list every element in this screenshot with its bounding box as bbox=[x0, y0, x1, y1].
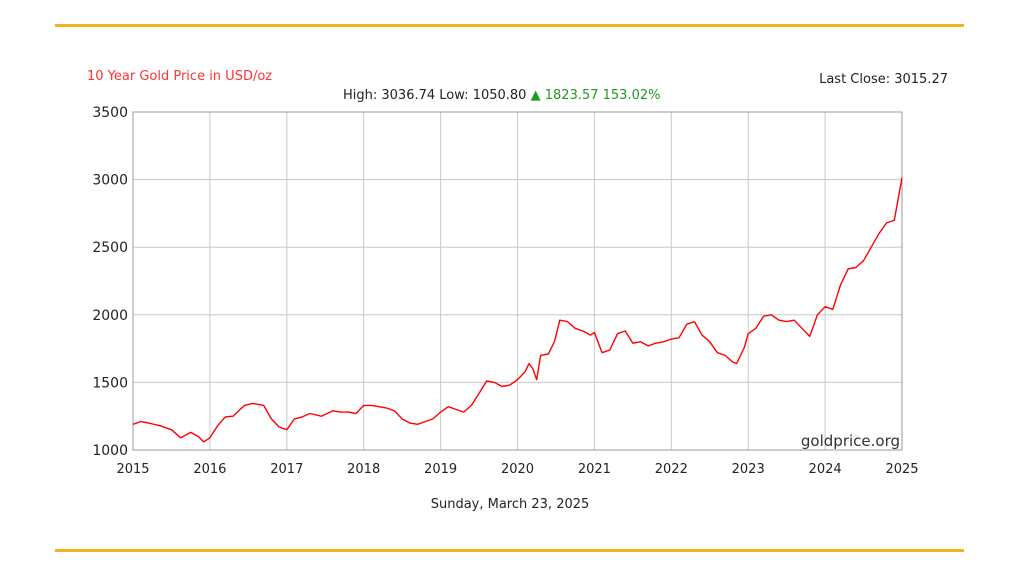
x-tick-label: 2022 bbox=[655, 462, 688, 477]
x-tick-label: 2020 bbox=[501, 462, 534, 477]
change-up-icon: ▲ bbox=[530, 88, 541, 103]
x-tick-label: 2023 bbox=[732, 462, 765, 477]
x-tick-label: 2024 bbox=[809, 462, 842, 477]
y-tick-label: 3500 bbox=[92, 105, 128, 121]
watermark-label: goldprice.org bbox=[801, 432, 900, 450]
y-tick-label: 2500 bbox=[92, 240, 128, 256]
low-label: Low: 1050.80 bbox=[439, 88, 527, 103]
gold-price-line bbox=[132, 177, 903, 443]
y-tick-label: 3000 bbox=[92, 173, 128, 189]
top-accent-rule bbox=[55, 24, 964, 27]
y-tick-label: 1500 bbox=[92, 375, 128, 391]
x-tick-label: 2018 bbox=[347, 462, 380, 477]
high-label: High: 3036.74 bbox=[343, 88, 436, 103]
chart-date: Sunday, March 23, 2025 bbox=[430, 497, 590, 512]
change-value: 1823.57 153.02% bbox=[544, 88, 661, 103]
y-tick-label: 1000 bbox=[92, 443, 128, 459]
x-tick-label: 2021 bbox=[578, 462, 611, 477]
y-tick-label: 2000 bbox=[92, 308, 128, 324]
x-tick-label: 2016 bbox=[193, 462, 226, 477]
chart-title: 10 Year Gold Price in USD/oz bbox=[87, 69, 273, 84]
plot-frame bbox=[132, 111, 903, 451]
x-tick-label: 2017 bbox=[270, 462, 303, 477]
x-tick-label: 2019 bbox=[424, 462, 457, 477]
x-tick-label: 2025 bbox=[885, 462, 918, 477]
x-tick-label: 2015 bbox=[116, 462, 149, 477]
last-close-label: Last Close: 3015.27 bbox=[819, 72, 948, 87]
price-stats: High: 3036.74 Low: 1050.80 ▲ 1823.57 153… bbox=[343, 88, 660, 103]
bottom-accent-rule bbox=[55, 549, 964, 552]
